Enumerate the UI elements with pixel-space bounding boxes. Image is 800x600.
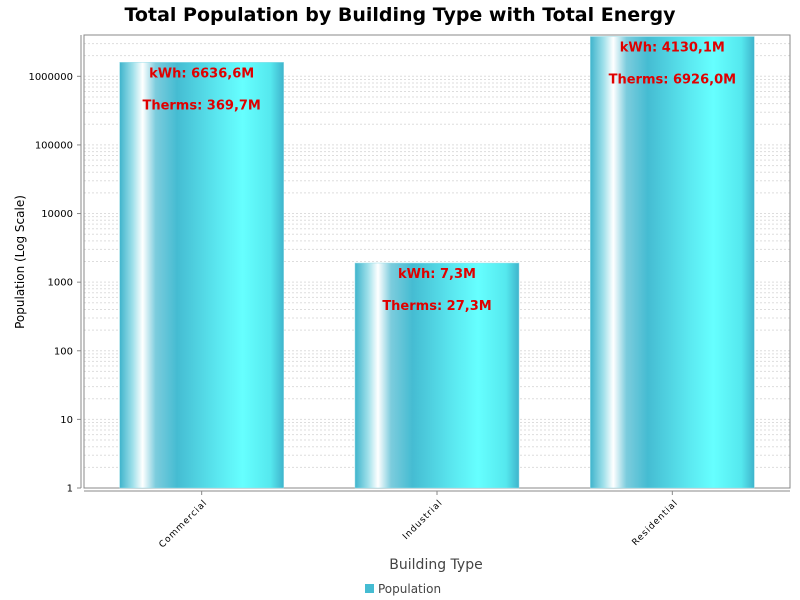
bar-commercial — [119, 62, 284, 489]
therms-label: Therms: 27,3M — [382, 299, 491, 314]
y-axis-label: Population (Log Scale) — [13, 195, 27, 329]
kwh-label: kWh: 4130,1M — [620, 41, 725, 56]
y-tick-label: 10 — [60, 415, 73, 426]
x-axis-ticks: Commercial Industrial Residential — [158, 491, 681, 550]
bar-annotations: kWh: 6636,6M Therms: 369,7M kWh: 7,3M Therm… — [142, 41, 736, 315]
kwh-label: kWh: 6636,6M — [149, 66, 254, 81]
legend-label: Population — [378, 582, 441, 596]
bars — [119, 36, 755, 489]
kwh-label: kWh: 7,3M — [398, 267, 476, 282]
x-tick-label: Residential — [631, 498, 681, 548]
bar-residential — [590, 36, 755, 489]
y-tick-label: 100 — [54, 346, 73, 357]
y-axis-ticks: 1 10 100 1000 10000 100000 1000000 — [28, 72, 81, 495]
y-tick-label: 10000 — [41, 209, 73, 220]
y-tick-label: 1000000 — [28, 72, 73, 83]
bar-industrial — [354, 262, 520, 489]
x-tick-label: Industrial — [401, 498, 445, 542]
y-tick-label: 100000 — [35, 140, 73, 151]
y-tick-label: 1 — [67, 484, 73, 495]
therms-label: Therms: 369,7M — [142, 98, 260, 113]
therms-label: Therms: 6926,0M — [609, 73, 736, 88]
y-tick-label: 1000 — [48, 278, 73, 289]
legend: Population — [365, 582, 441, 596]
x-tick-label: Commercial — [158, 498, 210, 550]
legend-swatch — [365, 584, 374, 593]
x-axis-label: Building Type — [389, 557, 482, 573]
chart-title: Total Population by Building Type with T… — [125, 4, 677, 26]
